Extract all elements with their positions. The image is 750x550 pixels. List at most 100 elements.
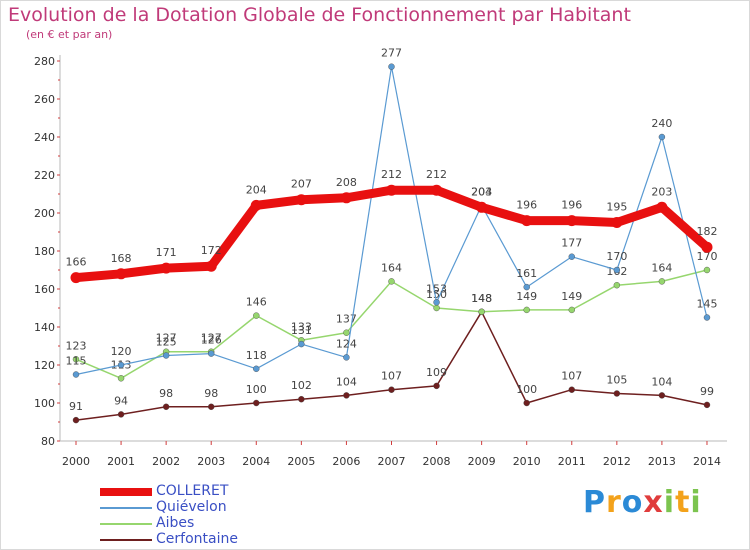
data-point-quivelon	[613, 266, 621, 274]
legend-label-colleret: COLLERET	[156, 483, 229, 499]
data-label-quivelon: 161	[516, 267, 537, 280]
chart-subtitle: (en € et par an)	[26, 28, 113, 41]
data-point-quivelon	[703, 314, 711, 321]
legend-label-cerfontaine: Cerfontaine	[156, 531, 238, 547]
data-label-colleret: 208	[336, 176, 357, 189]
data-point-colleret	[476, 201, 488, 213]
data-label-quivelon: 153	[426, 282, 447, 295]
data-label-colleret: 172	[201, 244, 222, 257]
data-point-cerfontaine	[433, 382, 440, 390]
x-tick-label: 2009	[468, 455, 496, 468]
data-label-aibes: 146	[246, 296, 267, 309]
legend-item-aibes: Aibes	[100, 515, 300, 532]
data-label-quivelon: 204	[471, 185, 492, 198]
data-point-aibes	[343, 329, 350, 336]
y-tick-label: 180	[34, 245, 55, 258]
data-point-colleret	[611, 217, 623, 228]
data-point-colleret	[340, 192, 352, 204]
data-point-cerfontaine	[162, 403, 170, 410]
data-label-colleret: 203	[471, 185, 492, 198]
data-point-cerfontaine	[208, 403, 215, 410]
legend-label-aibes: Aibes	[156, 515, 195, 531]
data-point-cerfontaine	[568, 386, 575, 393]
data-label-cerfontaine: 91	[69, 400, 83, 413]
data-label-aibes: 170	[696, 250, 717, 263]
data-label-aibes: 133	[291, 320, 312, 333]
data-point-aibes	[523, 306, 530, 314]
data-label-quivelon: 120	[111, 345, 132, 358]
data-point-aibes	[703, 266, 711, 274]
data-label-colleret: 196	[561, 199, 582, 212]
data-point-colleret	[70, 272, 82, 284]
data-label-quivelon: 125	[156, 336, 177, 349]
data-point-colleret	[295, 194, 307, 206]
proxiti-logo: Proxiti	[583, 485, 702, 520]
data-label-colleret: 171	[156, 246, 177, 259]
data-label-aibes: 164	[381, 261, 402, 274]
y-tick-label: 80	[41, 435, 55, 448]
series-line-aibes	[75, 269, 708, 380]
data-point-aibes	[388, 278, 395, 285]
data-label-colleret: 212	[381, 168, 402, 181]
x-tick-label: 2007	[377, 455, 405, 468]
data-point-quivelon	[208, 350, 215, 357]
data-label-aibes: 148	[471, 292, 492, 305]
data-point-cerfontaine	[343, 392, 350, 399]
x-tick-label: 2010	[513, 455, 541, 468]
data-label-cerfontaine: 100	[246, 383, 267, 396]
legend-swatch-cerfontaine	[100, 539, 152, 541]
data-label-cerfontaine: 100	[516, 383, 537, 396]
x-tick-label: 2001	[107, 455, 135, 468]
legend-swatch-colleret	[100, 488, 152, 496]
x-tick-label: 2003	[197, 455, 225, 468]
data-point-cerfontaine	[388, 386, 395, 393]
data-label-aibes: 123	[66, 339, 87, 352]
data-label-aibes: 164	[651, 261, 672, 274]
data-label-colleret: 196	[516, 199, 537, 212]
legend-swatch-aibes	[100, 523, 152, 525]
data-label-colleret: 207	[291, 178, 312, 191]
data-label-colleret: 212	[426, 168, 447, 181]
series-line-cerfontaine	[75, 311, 708, 421]
line-chart: 80 100 120 140 160 180 200 220 240 260 280 2000 2001…	[34, 47, 727, 468]
data-label-aibes: 127	[156, 332, 177, 345]
data-point-aibes	[613, 282, 621, 289]
data-point-aibes	[658, 278, 666, 285]
data-label-quivelon: 277	[381, 47, 402, 60]
y-tick-label: 100	[34, 397, 55, 410]
data-point-aibes	[117, 375, 125, 382]
data-point-aibes	[478, 308, 485, 315]
data-point-colleret	[656, 201, 668, 213]
x-tick-label: 2002	[152, 455, 180, 468]
data-point-quivelon	[253, 365, 260, 372]
data-label-colleret: 203	[651, 185, 672, 198]
data-point-quivelon	[658, 133, 666, 141]
data-label-colleret: 166	[66, 256, 87, 269]
data-label-aibes: 149	[561, 290, 582, 303]
data-label-quivelon: 177	[561, 237, 582, 250]
x-tick-label: 2013	[648, 455, 676, 468]
data-point-quivelon	[433, 299, 440, 306]
data-label-cerfontaine: 107	[381, 370, 402, 383]
data-label-colleret: 182	[696, 225, 717, 238]
data-label-cerfontaine: 107	[561, 370, 582, 383]
data-label-cerfontaine: 94	[114, 394, 128, 407]
data-label-cerfontaine: 104	[651, 375, 672, 388]
data-point-colleret	[431, 184, 443, 196]
data-point-colleret	[205, 260, 217, 272]
y-tick-label: 220	[34, 169, 55, 182]
data-point-cerfontaine	[72, 416, 80, 424]
data-point-aibes	[253, 312, 260, 319]
data-label-cerfontaine: 98	[159, 387, 173, 400]
chart-legend: COLLERET Quiévelon Aibes Cerfontaine	[100, 483, 300, 548]
y-tick-label: 240	[34, 131, 55, 144]
data-label-quivelon: 131	[291, 324, 312, 337]
x-tick-label: 2006	[332, 455, 360, 468]
data-label-quivelon: 145	[696, 298, 717, 311]
legend-item-quivelon: Quiévelon	[100, 499, 300, 516]
data-label-cerfontaine: 98	[204, 387, 218, 400]
data-label-quivelon: 240	[651, 117, 672, 130]
data-label-cerfontaine: 99	[700, 385, 714, 398]
x-tick-label: 2011	[558, 455, 586, 468]
